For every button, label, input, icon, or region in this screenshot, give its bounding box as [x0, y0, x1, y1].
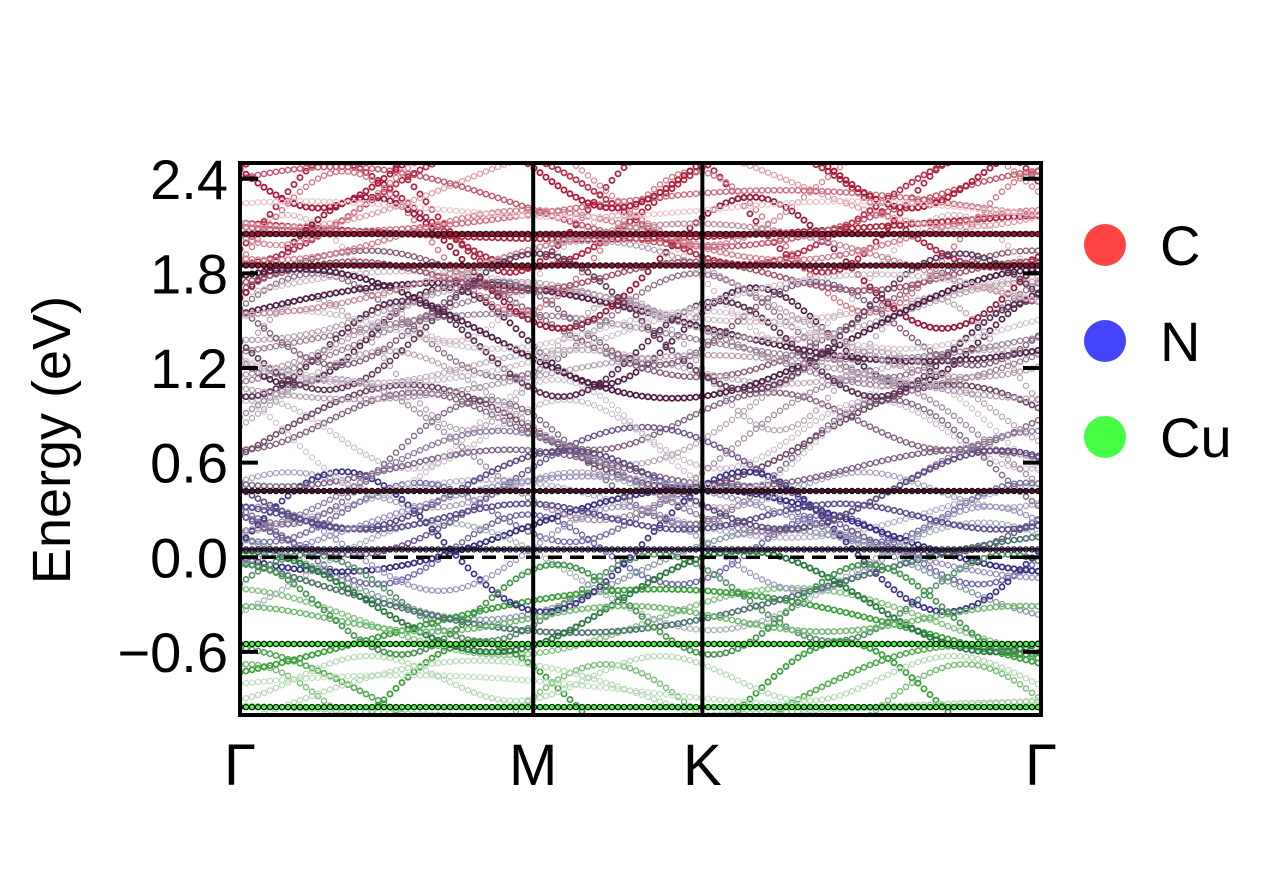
- band-line: [240, 265, 1041, 402]
- x-tick-label: K: [683, 733, 722, 798]
- band-line: [240, 396, 1041, 472]
- x-tick-label: Γ: [1025, 733, 1057, 798]
- y-tick-label: 0.6: [150, 432, 228, 495]
- flat-band-markers: [240, 230, 1041, 238]
- band-line: [240, 652, 1041, 705]
- band-line: [240, 602, 1041, 635]
- flat-band-markers: [240, 262, 1041, 269]
- y-tick-label: 1.8: [150, 242, 228, 305]
- band-line: [240, 250, 1041, 394]
- legend-marker: [1084, 224, 1126, 266]
- legend: CN Cu: [1084, 214, 1232, 469]
- legend-marker: [1084, 416, 1126, 458]
- y-tick-label: 0.0: [150, 526, 228, 589]
- band-line: [240, 198, 1041, 221]
- band-line: [240, 163, 1000, 212]
- y-axis-label: Energy (eV): [22, 296, 82, 584]
- flat-band-markers: [240, 640, 1041, 648]
- y-tick-label: 1.2: [150, 337, 228, 400]
- y-tick-label: 2.4: [150, 148, 228, 211]
- band-line: [240, 376, 1041, 495]
- band-line: [240, 500, 1041, 533]
- band-markers: [240, 163, 1041, 715]
- y-tick-label: −0.6: [117, 621, 228, 684]
- plot-frame: [238, 161, 1043, 717]
- flat-band-markers: [240, 487, 1041, 495]
- band-line: [240, 271, 1041, 386]
- y-axis: −0.6 0.0 0.6 1.2 1.8 2.4: [117, 148, 1041, 684]
- flat-band-markers: [240, 546, 1041, 553]
- legend-label: Cu: [1160, 406, 1232, 469]
- legend-label: N: [1160, 310, 1200, 373]
- high-symmetry-lines: [531, 163, 705, 715]
- band-line: [240, 351, 1041, 403]
- legend-label: C: [1160, 214, 1200, 277]
- flat-band-markers: [240, 703, 1041, 711]
- x-tick-label: M: [509, 733, 557, 798]
- x-tick-label: Γ: [224, 733, 256, 798]
- legend-marker: [1084, 320, 1126, 362]
- band-line: [240, 473, 1041, 582]
- band-line: [240, 660, 1041, 715]
